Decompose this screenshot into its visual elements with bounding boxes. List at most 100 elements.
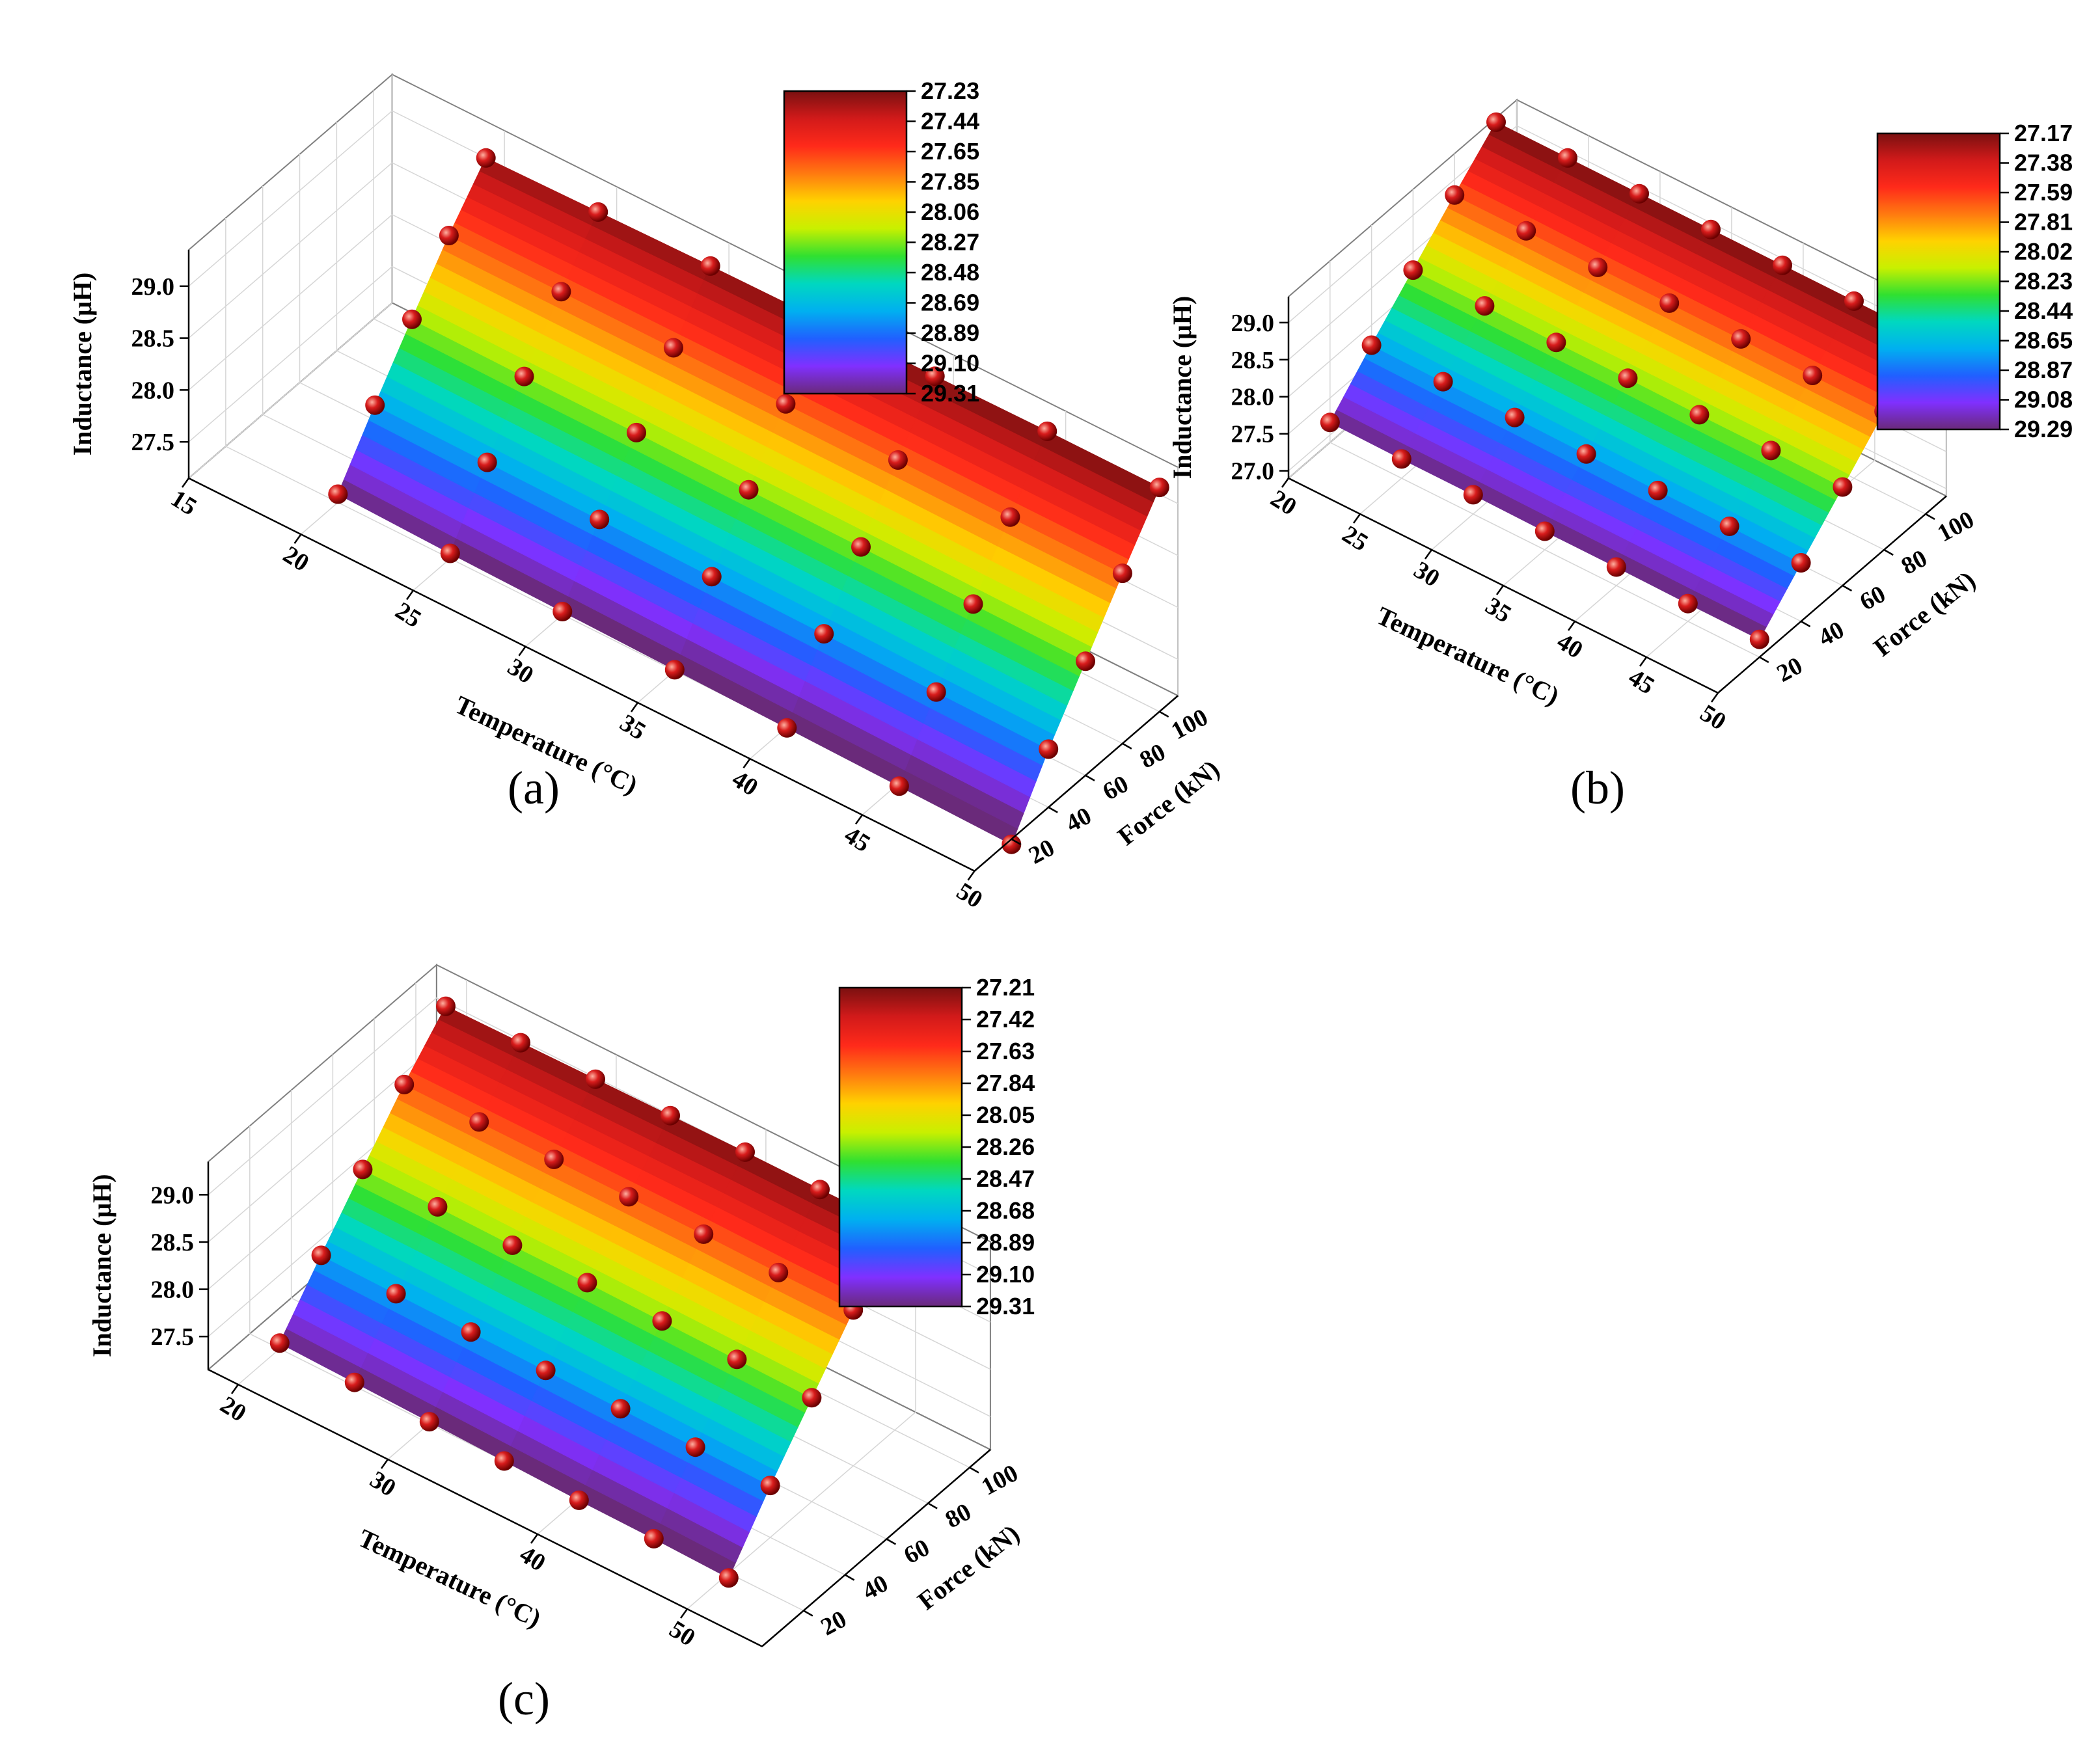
data-point bbox=[494, 1451, 514, 1471]
y-tick-label: 20 bbox=[1024, 834, 1059, 870]
data-point bbox=[344, 1372, 364, 1392]
data-points bbox=[1320, 112, 1935, 649]
data-point bbox=[664, 660, 685, 680]
x-tick-label: 20 bbox=[215, 1391, 251, 1427]
x-tick-mark bbox=[630, 702, 639, 712]
data-point bbox=[365, 395, 385, 415]
y-tick-mark bbox=[844, 1574, 855, 1581]
data-point bbox=[702, 567, 722, 587]
data-point bbox=[536, 1360, 556, 1381]
data-point bbox=[1689, 405, 1710, 425]
panel-label: (b) bbox=[1570, 762, 1625, 814]
data-point bbox=[353, 1159, 373, 1180]
x-tick-label: 40 bbox=[1552, 628, 1587, 664]
z-tick-label: 29.0 bbox=[151, 1182, 195, 1209]
colorbar-label: 28.05 bbox=[976, 1102, 1035, 1128]
data-point bbox=[619, 1187, 639, 1207]
y-tick-label: 20 bbox=[817, 1605, 851, 1641]
y-tick-label: 80 bbox=[1897, 545, 1931, 580]
z-tick-label: 28.5 bbox=[131, 325, 175, 353]
data-point bbox=[328, 484, 348, 504]
x-tick-mark bbox=[405, 589, 415, 601]
colorbar-label: 29.31 bbox=[976, 1293, 1035, 1319]
z-tick-label: 28.5 bbox=[1231, 347, 1275, 374]
x-tick-label: 30 bbox=[1409, 556, 1444, 593]
data-point bbox=[1791, 553, 1811, 573]
data-point bbox=[685, 1437, 705, 1457]
x-tick-mark bbox=[1710, 692, 1719, 703]
y-tick-mark bbox=[1048, 806, 1058, 813]
x-tick-mark bbox=[1567, 621, 1576, 631]
y-tick-mark bbox=[969, 1467, 979, 1474]
x-tick-label: 20 bbox=[279, 541, 314, 577]
x-tick-mark bbox=[1495, 585, 1505, 595]
z-tick-label: 29.0 bbox=[1231, 310, 1275, 337]
data-point bbox=[769, 1262, 789, 1282]
data-point bbox=[700, 256, 720, 276]
x-axis-label: Temperature (°C) bbox=[354, 1523, 545, 1633]
x-tick-label: 40 bbox=[515, 1541, 550, 1577]
force-axis-line bbox=[761, 1449, 991, 1647]
data-point bbox=[477, 452, 497, 472]
data-point bbox=[1149, 478, 1169, 498]
x-tick-mark bbox=[1424, 549, 1433, 560]
colorbar-label: 27.21 bbox=[976, 974, 1035, 1001]
data-point bbox=[1475, 296, 1495, 316]
data-point bbox=[1516, 221, 1536, 241]
y-tick-mark bbox=[1085, 774, 1095, 781]
colorbar-label: 27.42 bbox=[976, 1006, 1035, 1033]
colorbar-label: 28.02 bbox=[2014, 238, 2073, 265]
data-point bbox=[777, 718, 797, 738]
gridline-x bbox=[188, 74, 393, 479]
data-point bbox=[718, 1568, 739, 1588]
data-point bbox=[802, 1388, 822, 1408]
data-point bbox=[1678, 593, 1698, 614]
z-tick-label: 28.0 bbox=[1231, 384, 1275, 411]
colorbar-label: 27.44 bbox=[921, 108, 979, 135]
data-point bbox=[1445, 185, 1465, 205]
data-point bbox=[1039, 739, 1059, 759]
colorbar bbox=[783, 90, 908, 395]
colorbar-label: 28.26 bbox=[976, 1133, 1035, 1160]
data-point bbox=[440, 543, 460, 563]
colorbar-label: 28.69 bbox=[921, 290, 979, 316]
data-point bbox=[727, 1349, 747, 1370]
data-point bbox=[586, 1069, 605, 1089]
y-tick-mark bbox=[1122, 742, 1132, 750]
y-tick-mark bbox=[927, 1502, 938, 1509]
data-point bbox=[652, 1311, 672, 1331]
y-tick-mark bbox=[1159, 710, 1169, 718]
force-axis-line bbox=[1717, 495, 1947, 694]
y-tick-label: 60 bbox=[899, 1534, 934, 1569]
data-point bbox=[1803, 366, 1823, 385]
data-point bbox=[311, 1245, 331, 1265]
x-tick-label: 50 bbox=[664, 1616, 700, 1652]
colorbar-label: 28.23 bbox=[2014, 268, 2073, 295]
data-point bbox=[1076, 651, 1095, 671]
y-tick-label: 20 bbox=[1773, 652, 1807, 688]
data-point bbox=[963, 594, 983, 614]
colorbar-label: 29.08 bbox=[2014, 386, 2073, 413]
chart-panel-a: 15202530354045502040608010027.528.028.52… bbox=[68, 73, 1225, 913]
data-point bbox=[402, 309, 422, 329]
x-tick-mark bbox=[967, 871, 975, 881]
x-tick-mark bbox=[854, 814, 864, 825]
y-tick-label: 40 bbox=[1061, 802, 1096, 838]
temperature-axis-line bbox=[208, 1368, 763, 1647]
data-point bbox=[889, 776, 909, 796]
y-axis-label: Force (kN) bbox=[912, 1519, 1024, 1616]
data-point bbox=[428, 1197, 448, 1217]
data-point bbox=[1361, 335, 1382, 355]
data-point bbox=[544, 1149, 564, 1169]
data-point bbox=[1403, 260, 1423, 280]
x-axis-label: Temperature (°C) bbox=[1372, 601, 1564, 710]
x-tick-mark bbox=[181, 478, 190, 488]
colorbar-label: 28.06 bbox=[921, 198, 979, 225]
data-point bbox=[694, 1224, 714, 1244]
chart-panel-b: 202530354045502040608010027.027.528.028.… bbox=[1167, 98, 2073, 814]
colorbar-label: 29.31 bbox=[921, 380, 979, 407]
y-tick-mark bbox=[803, 1610, 813, 1617]
data-point bbox=[419, 1412, 439, 1432]
data-point bbox=[1037, 421, 1057, 441]
x-tick-label: 25 bbox=[1337, 521, 1372, 557]
